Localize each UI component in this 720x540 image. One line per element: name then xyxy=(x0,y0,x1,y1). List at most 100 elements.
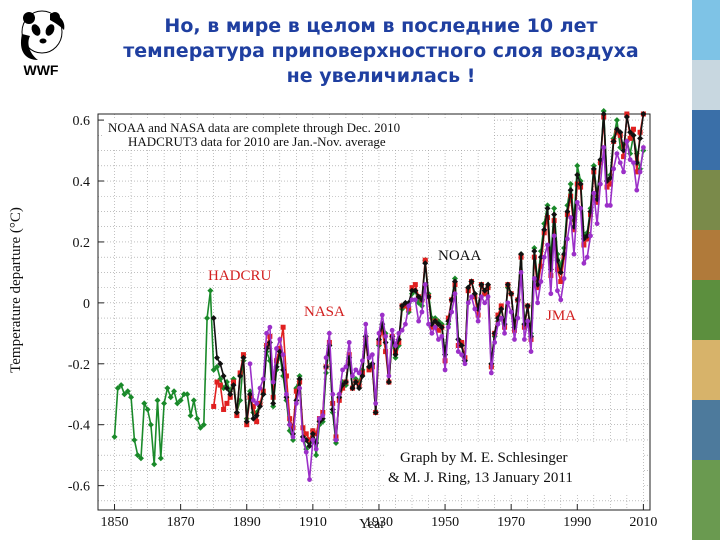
nasa-point xyxy=(211,403,217,409)
noaa-point xyxy=(544,205,551,212)
jma-point xyxy=(284,391,289,397)
hadcru-label-bg xyxy=(204,266,286,284)
noaa-point xyxy=(518,251,525,258)
jma-point xyxy=(336,391,342,397)
jma-point xyxy=(611,166,617,172)
jma-point xyxy=(634,187,640,193)
hadcru-point xyxy=(154,397,161,404)
jma-point xyxy=(492,340,498,345)
jma-point xyxy=(403,321,408,327)
nasa-point xyxy=(498,303,504,309)
nasa-point xyxy=(307,437,313,443)
hadcru-point xyxy=(174,400,181,407)
noaa-point xyxy=(435,321,442,328)
hadcru-point xyxy=(210,366,217,373)
jma-point xyxy=(465,300,471,306)
hadcru-point xyxy=(147,421,154,428)
hadcru-point xyxy=(164,385,171,392)
jma-point xyxy=(598,181,603,187)
jma-point xyxy=(459,352,464,358)
noaa-point xyxy=(260,391,267,398)
jma-point xyxy=(412,297,418,303)
noaa-point xyxy=(551,211,558,218)
nasa-point xyxy=(366,367,372,373)
jma-point xyxy=(505,300,511,306)
nasa-point xyxy=(482,291,488,297)
jma-point xyxy=(571,251,577,257)
nasa-point xyxy=(511,327,517,333)
jma-point xyxy=(518,270,524,275)
noaa-point xyxy=(372,409,379,416)
hadcru-point xyxy=(270,403,277,410)
nasa-point xyxy=(240,352,246,358)
hadcru-point xyxy=(204,315,211,322)
noaa-point xyxy=(210,315,217,322)
jma-point xyxy=(260,376,266,382)
jma-point xyxy=(343,364,349,370)
jma-point xyxy=(475,318,481,324)
noaa-point xyxy=(220,372,227,379)
hadcru-point xyxy=(392,354,399,361)
jma-point xyxy=(591,190,597,196)
jma-point xyxy=(588,233,593,239)
jma-label: JMA xyxy=(546,308,576,324)
jma-point xyxy=(604,202,610,208)
hadcru-point xyxy=(574,162,581,169)
jma-point xyxy=(637,169,643,175)
jma-point xyxy=(462,361,468,367)
noaa-point xyxy=(600,111,607,117)
hadcru-point xyxy=(151,461,158,468)
nasa-point xyxy=(250,403,256,409)
x-tick-label: 1890 xyxy=(233,515,261,530)
noaa-point xyxy=(399,302,406,309)
jma-point xyxy=(346,340,352,345)
noaa-point xyxy=(342,379,349,386)
jma-point xyxy=(432,324,438,330)
noaa-point xyxy=(309,430,316,437)
nasa-point xyxy=(224,400,230,406)
jma-point xyxy=(488,370,494,376)
jma-point xyxy=(310,437,316,443)
nasa-point xyxy=(624,111,630,117)
nasa-point xyxy=(581,242,587,248)
hadcru-point xyxy=(157,455,164,462)
nasa-point xyxy=(277,346,283,352)
hadcru-point xyxy=(207,287,214,294)
temperature-chart: 0.60.40.20-0.2-0.4-0.6 1850 1870 1890 1910 1… xyxy=(8,107,657,532)
nasa-point xyxy=(214,379,220,385)
jma-point xyxy=(396,330,402,336)
jma-point xyxy=(363,321,369,327)
nasa-point xyxy=(234,413,240,419)
nasa-point xyxy=(621,154,627,160)
nasa-point xyxy=(435,327,441,333)
noaa-point xyxy=(240,354,247,361)
noaa-point xyxy=(504,281,511,288)
nasa-point xyxy=(634,169,640,175)
jma-point xyxy=(515,315,521,321)
nasa-point xyxy=(412,282,418,288)
noaa-point xyxy=(557,269,564,276)
nasa-point xyxy=(264,343,270,349)
nasa-label-bg xyxy=(300,302,352,320)
hadcru-point xyxy=(590,162,597,169)
nasa-point xyxy=(554,266,560,272)
hadcru-point xyxy=(190,397,197,404)
jma-point xyxy=(356,370,362,376)
hadcru-point xyxy=(177,397,184,404)
jma-point xyxy=(558,297,564,303)
jma-point xyxy=(442,367,448,373)
x-tick-label: 1970 xyxy=(497,515,525,530)
jma-point xyxy=(551,233,557,239)
noaa-point xyxy=(356,385,363,392)
nasa-point xyxy=(627,135,633,141)
jma-point xyxy=(383,333,388,339)
hadcru-point xyxy=(134,452,141,459)
jma-point xyxy=(389,327,395,333)
jma-point xyxy=(422,282,428,287)
noaa-point xyxy=(610,138,617,145)
jma-point xyxy=(614,151,620,156)
nasa-point xyxy=(607,181,613,187)
jma-point xyxy=(300,437,306,443)
noaa-point xyxy=(270,400,277,407)
jma-point xyxy=(624,139,630,144)
